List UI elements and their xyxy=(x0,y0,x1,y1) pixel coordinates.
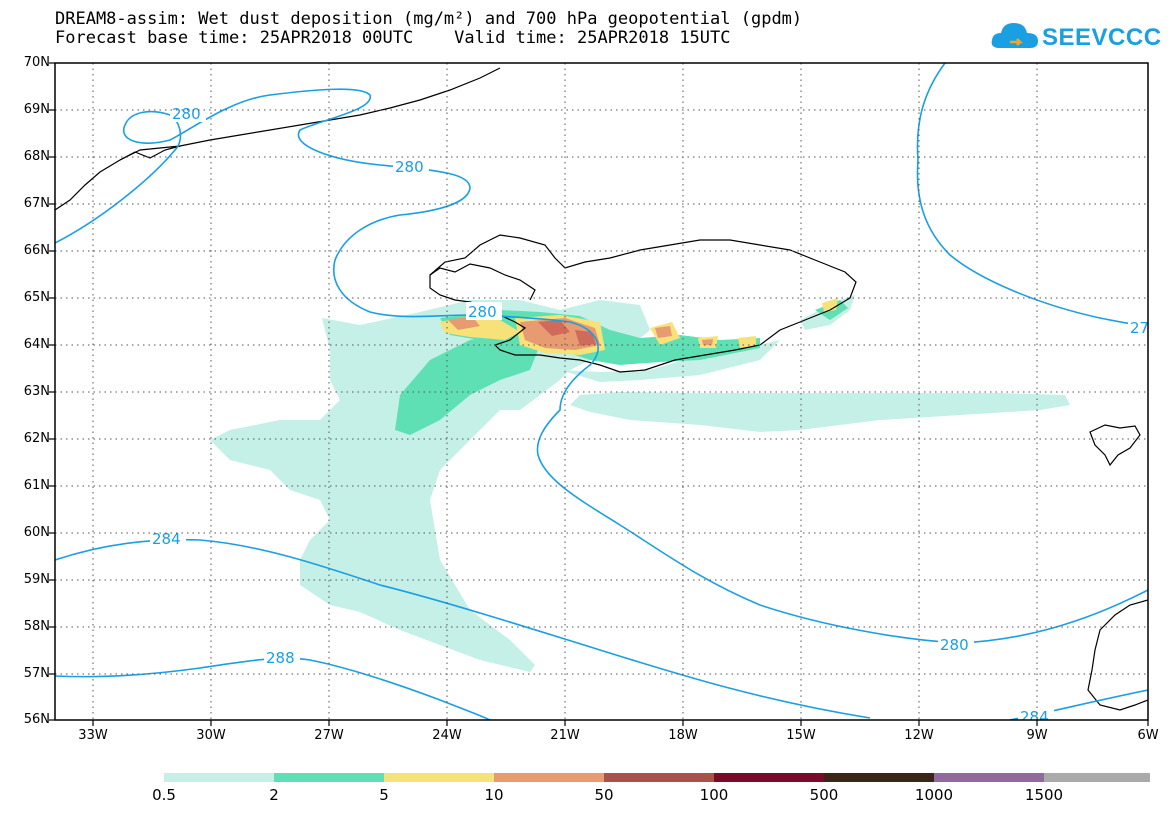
iceland-westfjords xyxy=(429,263,536,301)
lat-label: 68N xyxy=(23,149,50,164)
map-plot-area: 280 280 280 284 288 280 284 27 xyxy=(55,63,1149,726)
colorbar-swatch xyxy=(494,773,604,782)
contour-label: 280 xyxy=(468,303,497,321)
contour-label: 288 xyxy=(266,649,295,667)
colorbar-label: 100 xyxy=(699,786,729,804)
lat-label: 59N xyxy=(23,572,50,587)
lon-label: 12W xyxy=(904,728,934,743)
lon-label: 30W xyxy=(196,728,226,743)
lon-label: 9W xyxy=(1026,728,1048,743)
dust-band-southwest xyxy=(560,340,780,382)
dust-deposition-field xyxy=(210,295,1070,672)
greenland-coast xyxy=(55,67,501,211)
lon-label: 18W xyxy=(668,728,698,743)
logo-text: SEEVCCC xyxy=(1042,24,1162,51)
coastlines xyxy=(55,67,1148,711)
lat-label: 67N xyxy=(23,196,50,211)
lat-label: 56N xyxy=(23,712,50,727)
colorbar-swatch xyxy=(824,773,934,782)
colorbar-swatch xyxy=(934,773,1044,782)
dust-vhigh-3 xyxy=(655,326,672,338)
colorbar-label: 5 xyxy=(379,786,389,804)
lat-label: 63N xyxy=(23,384,50,399)
colorbar-swatch xyxy=(1044,773,1150,782)
iceland-coast xyxy=(429,234,857,373)
contour-label: 280 xyxy=(172,105,201,123)
cloud-icon xyxy=(991,23,1038,48)
contour-27-east xyxy=(916,63,1148,327)
dust-band-east xyxy=(570,392,1070,432)
lat-label: 61N xyxy=(23,478,50,493)
contour-label: 280 xyxy=(940,636,969,654)
lon-label: 21W xyxy=(550,728,580,743)
lat-label: 57N xyxy=(23,666,50,681)
contour-label: 284 xyxy=(1020,708,1049,726)
map-subtitle: Forecast base time: 25APR2018 00UTC Vali… xyxy=(55,28,731,48)
colorbar-swatch xyxy=(714,773,824,782)
colorbar-label: 10 xyxy=(484,786,504,804)
faroe-coast xyxy=(1089,424,1141,467)
greenland-coast-inner xyxy=(119,145,181,161)
map-frame xyxy=(54,62,1149,721)
lon-label: 33W xyxy=(78,728,108,743)
colorbar-label: 2 xyxy=(269,786,279,804)
colorbar-swatch xyxy=(604,773,714,782)
colorbar-label: 500 xyxy=(809,786,839,804)
lon-label: 24W xyxy=(432,728,462,743)
contour-288 xyxy=(55,657,491,720)
lat-label: 65N xyxy=(23,290,50,305)
lat-label: 58N xyxy=(23,619,50,634)
dust-vhigh-4 xyxy=(702,339,713,345)
lat-label: 66N xyxy=(23,243,50,258)
contour-label: 284 xyxy=(152,530,181,548)
geopotential-contours xyxy=(55,63,1148,720)
axis-ticks xyxy=(49,62,1149,726)
lon-label: 6W xyxy=(1137,728,1159,743)
dust-max-1 xyxy=(538,320,570,336)
colorbar-swatch xyxy=(164,773,274,782)
lon-label: 15W xyxy=(786,728,816,743)
lon-label: 27W xyxy=(314,728,344,743)
contour-280-north xyxy=(55,88,1148,644)
colorbar-label: 0.5 xyxy=(152,786,176,804)
map-title: DREAM8-assim: Wet dust deposition (mg/m²… xyxy=(55,9,803,29)
scotland-coast xyxy=(1087,599,1148,711)
colorbar-swatch xyxy=(384,773,494,782)
dust-medium xyxy=(395,330,540,435)
dust-high-6 xyxy=(822,298,838,312)
graticule xyxy=(55,63,1148,720)
lat-label: 62N xyxy=(23,431,50,446)
lat-label: 64N xyxy=(23,337,50,352)
colorbar-label: 50 xyxy=(594,786,614,804)
contour-label: 27 xyxy=(1130,319,1149,337)
colorbar-label: 1500 xyxy=(1024,786,1064,804)
seevccc-logo: SEEVCCC xyxy=(990,18,1161,58)
dust-max-2 xyxy=(575,330,596,346)
colorbar-swatch xyxy=(274,773,384,782)
lat-label: 70N xyxy=(23,55,50,70)
colorbar-label: 1000 xyxy=(914,786,954,804)
lat-label: 60N xyxy=(23,525,50,540)
lat-label: 69N xyxy=(23,102,50,117)
contour-label: 280 xyxy=(395,158,424,176)
